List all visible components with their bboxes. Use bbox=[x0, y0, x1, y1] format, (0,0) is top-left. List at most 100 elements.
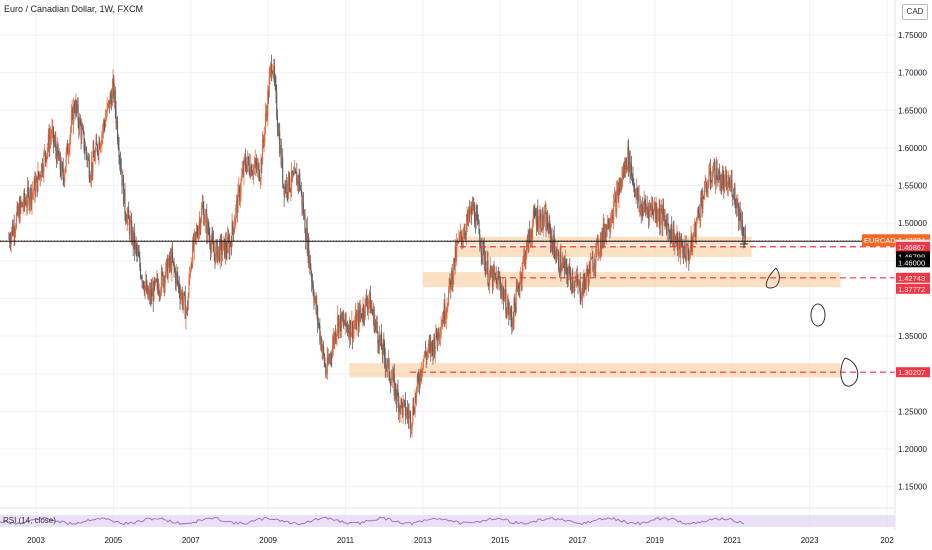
candle-body bbox=[81, 128, 83, 139]
candle-body bbox=[227, 237, 229, 253]
candle-body bbox=[348, 330, 350, 338]
axes: 1.75000 1.70000 1.65000 1.60000 1.55000 1.500… bbox=[27, 0, 931, 545]
candle-body bbox=[393, 373, 395, 396]
candle-body bbox=[565, 259, 567, 265]
candle-body bbox=[19, 200, 21, 221]
candle-body bbox=[140, 266, 142, 277]
candle-body bbox=[500, 288, 502, 296]
candle-body bbox=[465, 223, 467, 235]
candle-body bbox=[122, 176, 125, 204]
candle-body bbox=[715, 181, 717, 184]
candle-body bbox=[388, 358, 390, 377]
candle-body bbox=[116, 121, 119, 141]
candle-body bbox=[442, 318, 444, 325]
price-badge: 1.46000 bbox=[898, 258, 925, 267]
candle-body bbox=[343, 324, 345, 326]
candle-body bbox=[585, 278, 587, 287]
candle-body bbox=[192, 241, 194, 250]
candle-body bbox=[53, 142, 55, 144]
candle-body bbox=[480, 248, 482, 255]
candle-body bbox=[690, 236, 692, 251]
candle-body bbox=[567, 274, 569, 281]
candle-body bbox=[668, 231, 671, 233]
candle-body bbox=[518, 288, 520, 291]
candle-body bbox=[230, 242, 232, 247]
candle-body bbox=[116, 121, 118, 123]
candle-body bbox=[558, 251, 560, 270]
candle-body bbox=[509, 309, 511, 314]
currency-button[interactable]: CAD bbox=[902, 4, 928, 20]
candle-body bbox=[536, 210, 538, 226]
candle-body bbox=[491, 271, 493, 277]
candle-body bbox=[651, 206, 653, 213]
candle-body bbox=[443, 303, 445, 323]
candle-body bbox=[532, 211, 534, 225]
candle-body bbox=[456, 241, 459, 244]
candle-body bbox=[572, 286, 575, 288]
candle-body bbox=[371, 307, 373, 312]
candle-body bbox=[610, 221, 612, 228]
candle-body bbox=[694, 222, 697, 237]
candle-body bbox=[64, 166, 67, 174]
candle-body bbox=[358, 308, 360, 327]
candle-body bbox=[214, 254, 216, 263]
candle-body bbox=[75, 101, 77, 113]
candle-body bbox=[563, 261, 565, 263]
candle-body bbox=[44, 151, 46, 154]
candle-body bbox=[482, 240, 485, 247]
candle-body bbox=[439, 334, 441, 336]
candle-body bbox=[305, 233, 307, 241]
candle-body bbox=[370, 307, 372, 314]
candle-body bbox=[298, 173, 300, 184]
candle-body bbox=[166, 259, 168, 279]
candle-body bbox=[174, 268, 176, 271]
candle-body bbox=[670, 224, 672, 241]
candle-body bbox=[694, 222, 696, 234]
candle-body bbox=[445, 317, 447, 320]
candle-body bbox=[726, 187, 729, 190]
candle-body bbox=[575, 280, 577, 282]
candle-body bbox=[619, 187, 621, 192]
candle-body bbox=[265, 113, 267, 114]
candle-body bbox=[330, 354, 332, 357]
candle-body bbox=[506, 306, 508, 315]
candle-body bbox=[204, 214, 206, 223]
candle-body bbox=[739, 207, 741, 221]
candle-body bbox=[239, 193, 241, 200]
candle-body bbox=[31, 192, 33, 204]
candle-body bbox=[111, 97, 113, 106]
candle-body bbox=[609, 227, 611, 229]
candle-body bbox=[556, 252, 558, 259]
candle-body bbox=[699, 216, 701, 219]
candle-body bbox=[124, 189, 126, 215]
candle-body bbox=[637, 194, 639, 200]
candle-body bbox=[471, 206, 473, 215]
candle-body bbox=[485, 261, 487, 274]
candle-body bbox=[552, 242, 554, 254]
candle-body bbox=[687, 245, 689, 254]
candle-body bbox=[369, 292, 371, 314]
candle-body bbox=[142, 281, 144, 283]
candle-body bbox=[304, 214, 306, 234]
candle-body bbox=[426, 353, 428, 359]
candle-body bbox=[162, 272, 164, 286]
candle-body bbox=[628, 151, 630, 169]
candle-body bbox=[227, 237, 229, 241]
candle-body bbox=[125, 214, 127, 220]
candle-body bbox=[410, 412, 412, 429]
candle-body bbox=[262, 139, 264, 143]
candle-body bbox=[20, 200, 22, 206]
candle-body bbox=[153, 280, 155, 302]
candle-body bbox=[243, 158, 245, 175]
candle-body bbox=[494, 273, 496, 278]
candle-body bbox=[621, 177, 623, 185]
candle-body bbox=[291, 170, 293, 188]
candle-body bbox=[211, 235, 213, 244]
candle-body bbox=[475, 213, 477, 229]
candle-body bbox=[643, 200, 645, 210]
candle-body bbox=[312, 284, 314, 295]
candle-body bbox=[276, 117, 279, 128]
candle-body bbox=[642, 209, 645, 216]
candle-body bbox=[538, 226, 540, 229]
